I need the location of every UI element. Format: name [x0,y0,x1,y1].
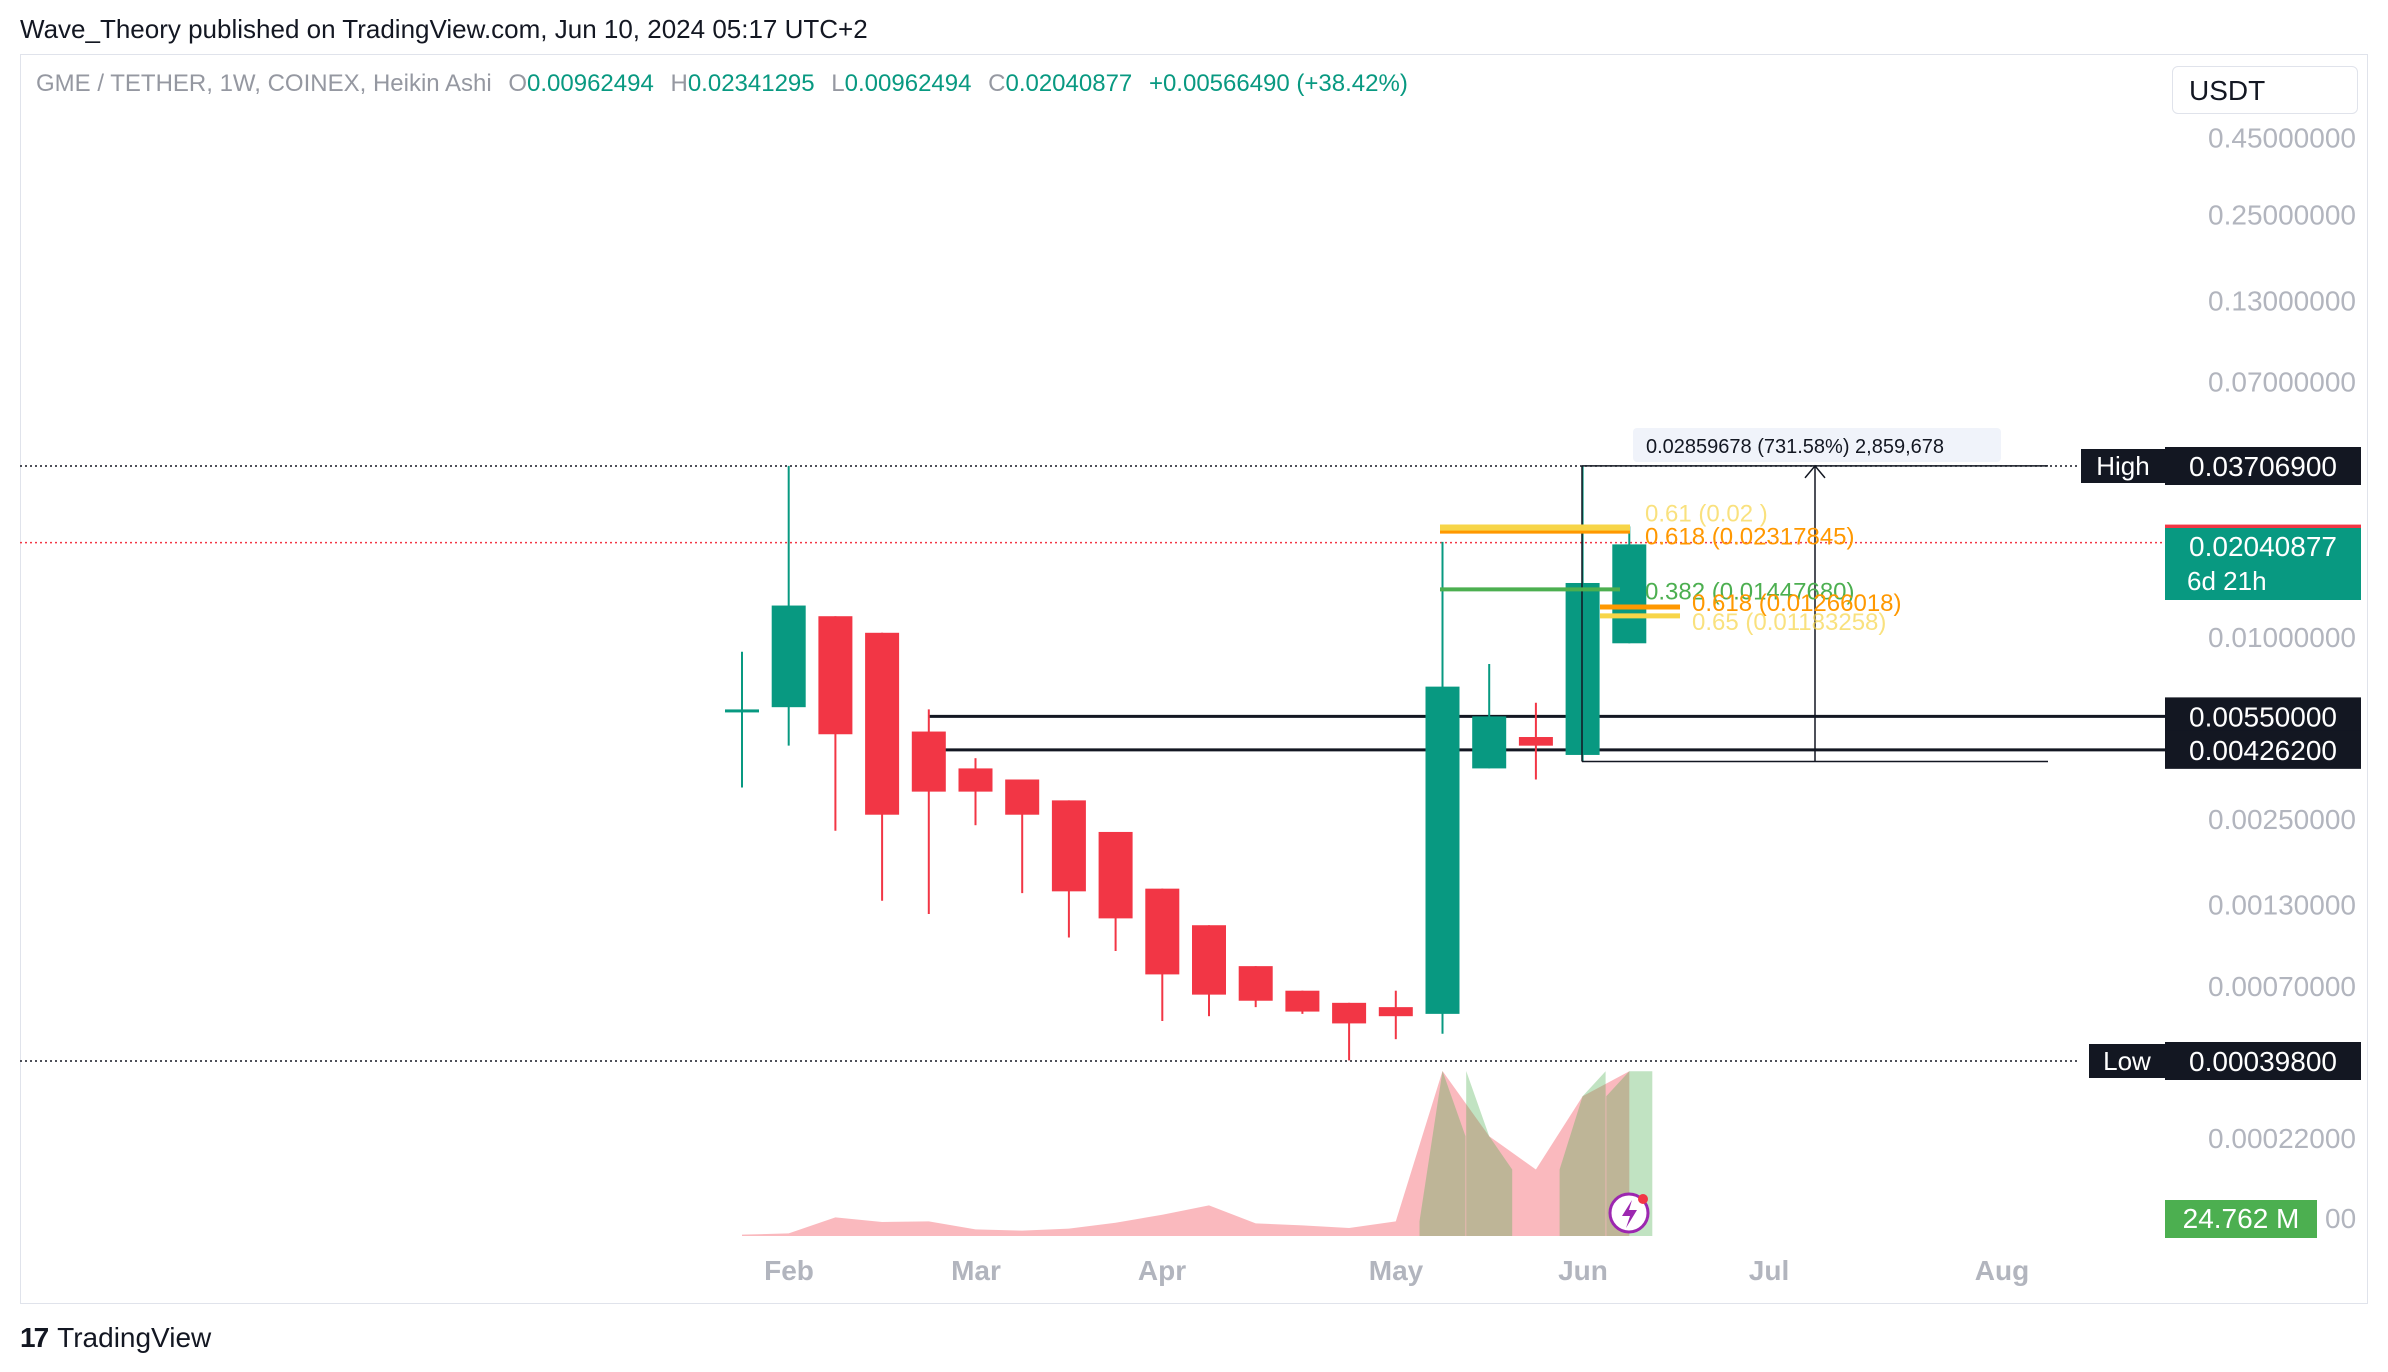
high-value: 0.02341295 [687,70,815,97]
chart-frame [20,54,2368,1304]
close-value: 0.02040877 [1005,70,1133,97]
tradingview-logo-icon: 17 [20,1322,49,1353]
brand-name: TradingView [57,1322,212,1353]
change-value: +0.00566490 (+38.42%) [1148,70,1408,97]
footer-brand: 17 TradingView [20,1322,211,1354]
currency-selector[interactable]: USDT [2172,66,2358,114]
low-value: 0.00962494 [844,70,972,97]
open-label: O [508,70,528,97]
high-label: H [670,70,688,97]
open-value: 0.00962494 [527,70,654,97]
close-label: C [988,70,1006,97]
symbol-info[interactable]: GME / TETHER, 1W, COINEX, Heikin Ashi [36,70,492,97]
publisher-line: Wave_Theory published on TradingView.com… [20,14,868,44]
low-label: L [831,70,845,97]
ohlc-legend: GME / TETHER, 1W, COINEX, Heikin Ashi O0… [36,70,1408,98]
